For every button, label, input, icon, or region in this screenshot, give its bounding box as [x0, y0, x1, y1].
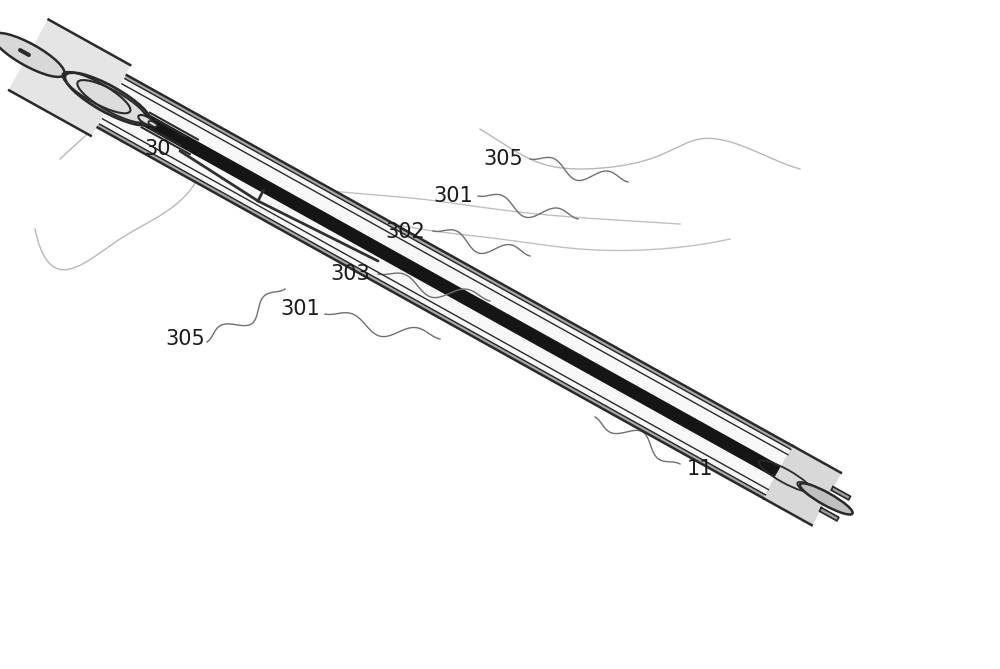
Polygon shape — [98, 75, 793, 498]
Polygon shape — [764, 446, 841, 525]
Ellipse shape — [77, 80, 147, 122]
Text: 305: 305 — [483, 149, 523, 169]
Polygon shape — [831, 486, 851, 500]
Polygon shape — [109, 96, 781, 478]
Text: 302: 302 — [385, 222, 425, 242]
Text: 30: 30 — [145, 139, 171, 159]
Polygon shape — [819, 508, 839, 521]
Text: 305: 305 — [165, 329, 205, 349]
Ellipse shape — [797, 482, 845, 510]
Ellipse shape — [800, 483, 853, 514]
Text: 301: 301 — [280, 299, 320, 319]
Text: 11: 11 — [687, 459, 713, 479]
Polygon shape — [125, 75, 793, 450]
Polygon shape — [98, 124, 766, 498]
Polygon shape — [9, 19, 130, 136]
Text: 301: 301 — [433, 186, 473, 206]
Ellipse shape — [138, 115, 153, 125]
Ellipse shape — [0, 33, 65, 77]
Text: 303: 303 — [330, 264, 370, 284]
Ellipse shape — [148, 121, 157, 127]
